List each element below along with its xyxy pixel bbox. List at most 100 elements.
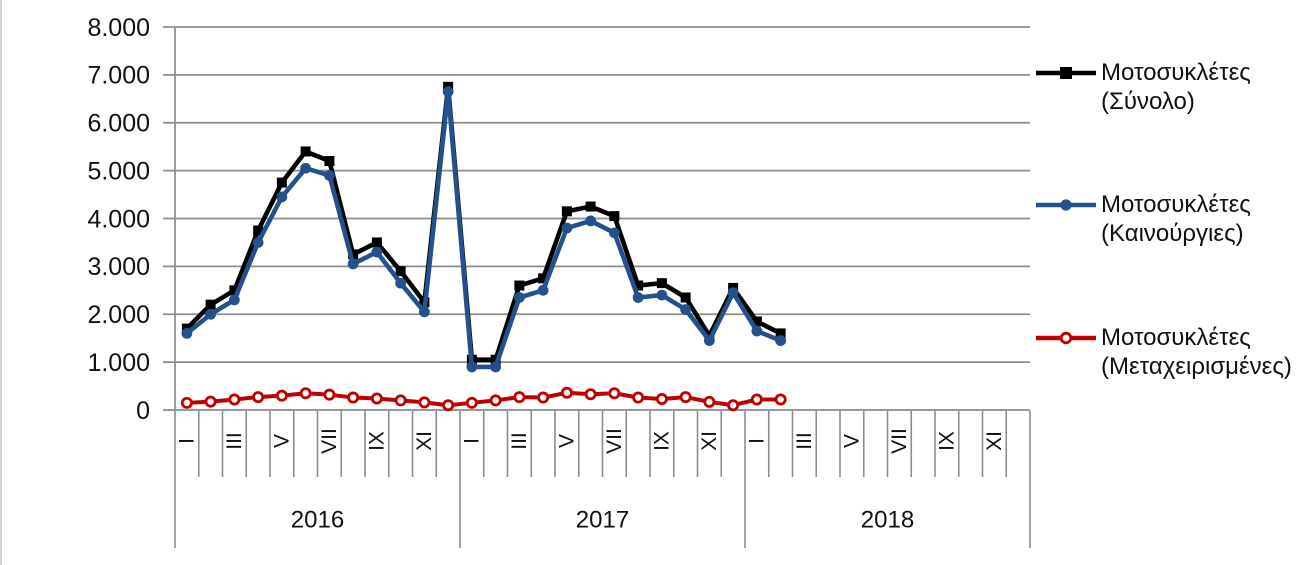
y-axis-tick-label: 7.000 <box>87 62 150 90</box>
data-point-marker <box>204 395 217 408</box>
data-point-marker <box>560 386 573 399</box>
data-point-marker <box>205 308 217 320</box>
data-point-marker <box>751 316 762 327</box>
data-point-marker <box>394 394 407 407</box>
y-axis-tick-label: 1.000 <box>87 349 150 377</box>
data-point-marker <box>633 280 644 291</box>
series-line-1 <box>184 89 783 370</box>
y-axis-tick-label: 8.000 <box>87 14 150 42</box>
data-point-marker <box>418 306 430 318</box>
data-point-marker <box>513 292 525 303</box>
x-axis-month-label: III <box>793 432 816 450</box>
legend-swatch-total <box>1036 67 1096 79</box>
y-axis-tick-label: 0 <box>136 397 150 425</box>
y-axis-tick-label: 2.000 <box>87 301 150 329</box>
y-axis-tick-label: 3.000 <box>87 253 150 281</box>
legend-label-new: Μοτοσυκλέτες (Καινούργιες) <box>1101 190 1251 248</box>
data-point-marker <box>703 335 715 346</box>
series-line-2 <box>184 390 783 408</box>
data-point-marker <box>371 246 383 258</box>
data-point-marker <box>655 392 668 405</box>
data-point-marker <box>585 201 596 212</box>
data-point-marker <box>323 388 336 401</box>
data-point-marker <box>679 391 692 404</box>
legend-label-total: Μοτοσυκλέτες (Σύνολο) <box>1101 58 1251 116</box>
data-point-marker <box>561 206 572 217</box>
data-point-marker <box>181 328 193 339</box>
data-point-marker <box>750 393 763 406</box>
data-point-marker <box>490 354 501 365</box>
data-point-marker <box>537 284 549 296</box>
x-axis-month-label: V <box>271 434 294 448</box>
x-axis-month-label: XI <box>698 431 721 451</box>
legend-label-new-line2: (Καινούργιες) <box>1101 220 1244 247</box>
data-point-marker <box>751 325 763 337</box>
x-axis-month-label: V <box>556 434 579 448</box>
data-point-marker <box>680 292 691 303</box>
data-point-marker <box>395 277 407 289</box>
data-point-marker <box>418 396 431 409</box>
data-point-marker <box>609 211 620 222</box>
data-point-marker <box>608 387 621 400</box>
data-point-marker <box>252 391 265 404</box>
x-axis-month-label: XI <box>983 431 1006 451</box>
legend-label-used-line1: Μοτοσυκλέτες <box>1101 324 1251 351</box>
data-point-marker <box>656 278 667 289</box>
data-point-marker <box>228 294 240 306</box>
data-point-marker <box>680 304 692 315</box>
x-axis-month-label: V <box>841 434 864 448</box>
data-point-marker <box>229 285 240 296</box>
x-axis-month-label: I <box>461 438 484 444</box>
x-axis-month-label: VII <box>318 428 341 454</box>
data-point-marker <box>703 395 716 408</box>
data-point-marker <box>371 237 382 248</box>
data-point-marker <box>727 287 739 299</box>
legend-swatch-marker <box>1060 199 1072 211</box>
x-axis-month-label: III <box>223 432 246 450</box>
x-axis-month-label: XI <box>413 431 436 451</box>
legend-label-total-line1: Μοτοσυκλέτες <box>1101 59 1251 86</box>
data-point-marker <box>276 191 288 203</box>
legend-label-total-line2: (Σύνολο) <box>1101 88 1195 115</box>
data-point-marker <box>347 391 360 404</box>
data-point-marker <box>490 361 502 373</box>
data-point-marker <box>727 399 740 412</box>
data-point-marker <box>276 177 287 188</box>
y-axis-tick-label: 6.000 <box>87 110 150 138</box>
legend-entry-new: Μοτοσυκλέτες (Καινούργιες) <box>1036 190 1251 248</box>
data-point-marker <box>300 146 311 157</box>
data-point-marker <box>775 328 786 339</box>
legend-swatch-marker <box>1059 331 1073 345</box>
data-point-marker <box>775 335 787 346</box>
data-point-marker <box>324 156 335 167</box>
legend-swatch-marker <box>1060 67 1072 79</box>
data-point-marker <box>537 391 550 404</box>
legend-swatch-new <box>1036 199 1096 211</box>
data-point-marker <box>632 292 644 303</box>
data-point-marker <box>299 387 312 400</box>
data-point-marker <box>466 361 478 373</box>
x-axis-month-label: III <box>508 432 531 450</box>
data-point-marker <box>348 249 359 260</box>
legend-label-used: Μοτοσυκλέτες (Μεταχειρισμένες) <box>1101 323 1292 381</box>
y-axis-tick-label: 4.000 <box>87 205 150 233</box>
data-point-marker <box>347 258 359 270</box>
data-point-marker <box>442 86 454 98</box>
data-point-marker <box>774 393 787 406</box>
data-point-marker <box>561 222 573 234</box>
data-point-marker <box>252 237 264 248</box>
x-axis-month-label: VII <box>603 428 626 454</box>
data-point-marker <box>656 289 668 301</box>
x-axis-month-label: I <box>746 438 769 444</box>
data-point-marker <box>228 393 241 406</box>
data-point-marker <box>632 391 645 404</box>
data-point-marker <box>370 392 383 405</box>
x-axis-year-label: 2018 <box>861 506 914 533</box>
x-axis-month-label: I <box>176 438 199 444</box>
data-point-marker <box>489 394 502 407</box>
data-point-marker <box>513 391 526 404</box>
data-point-marker <box>514 280 525 291</box>
x-axis-month-label: VII <box>888 428 911 454</box>
